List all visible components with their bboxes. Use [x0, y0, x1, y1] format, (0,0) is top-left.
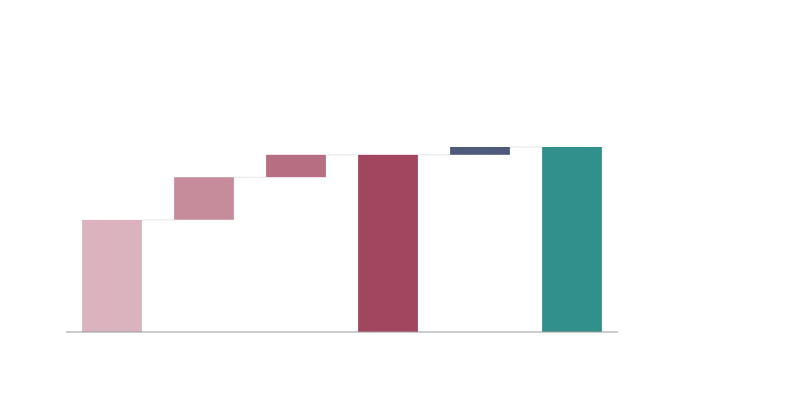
waterfall-bar-4 — [358, 154, 418, 332]
waterfall-bar-1 — [82, 219, 142, 332]
waterfall-bar-3 — [266, 154, 326, 178]
waterfall-bar-5 — [450, 147, 510, 155]
waterfall-bar-6 — [542, 147, 602, 332]
connector-lines — [141, 146, 543, 221]
waterfall-bar-2 — [174, 177, 234, 220]
bar-series — [82, 147, 602, 332]
